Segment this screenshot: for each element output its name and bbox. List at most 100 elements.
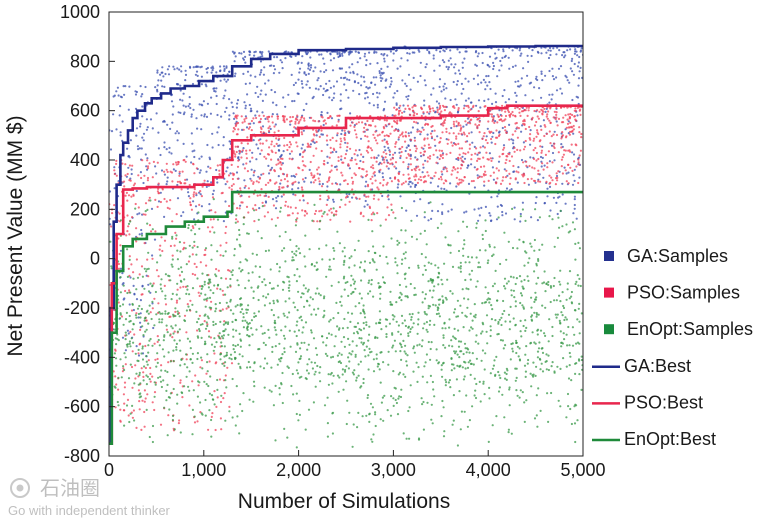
sample-point xyxy=(473,208,476,211)
sample-point xyxy=(178,68,181,71)
sample-point xyxy=(182,248,185,251)
sample-point xyxy=(505,187,509,190)
sample-point xyxy=(285,118,288,121)
sample-point xyxy=(314,209,318,213)
sample-point xyxy=(408,107,411,110)
sample-point xyxy=(147,251,150,254)
sample-point xyxy=(375,322,378,325)
sample-point xyxy=(184,178,187,181)
sample-point xyxy=(445,65,448,68)
sample-point xyxy=(252,117,255,120)
sample-point xyxy=(573,62,576,66)
sample-point xyxy=(520,294,524,297)
sample-point xyxy=(193,240,196,243)
sample-point xyxy=(339,137,342,140)
sample-point xyxy=(462,179,465,182)
sample-point xyxy=(329,218,332,221)
sample-point xyxy=(413,200,416,203)
sample-point xyxy=(194,205,198,208)
sample-point xyxy=(212,67,215,70)
sample-point xyxy=(455,157,458,161)
sample-point xyxy=(406,59,409,62)
sample-point xyxy=(368,86,371,89)
sample-point xyxy=(382,245,385,248)
sample-point xyxy=(372,172,375,175)
sample-point xyxy=(176,139,179,142)
sample-point xyxy=(363,270,366,273)
sample-point xyxy=(299,357,302,360)
sample-point xyxy=(181,170,184,173)
sample-point xyxy=(358,292,361,295)
sample-point xyxy=(519,389,522,392)
sample-point xyxy=(261,205,264,208)
sample-point xyxy=(534,298,538,301)
sample-point xyxy=(367,368,370,371)
sample-point xyxy=(520,335,523,338)
sample-point xyxy=(573,405,576,408)
sample-point xyxy=(151,257,154,260)
sample-point xyxy=(284,230,287,234)
sample-point xyxy=(545,115,548,118)
sample-point xyxy=(558,226,561,229)
sample-point xyxy=(347,294,350,297)
sample-point xyxy=(259,117,262,121)
sample-point xyxy=(555,299,558,302)
sample-point xyxy=(381,276,385,279)
sample-point xyxy=(442,299,445,302)
sample-point xyxy=(579,50,582,53)
sample-point xyxy=(225,106,228,109)
sample-point xyxy=(261,51,264,54)
sample-point xyxy=(231,105,234,109)
sample-point xyxy=(220,345,223,348)
sample-point xyxy=(511,142,515,145)
sample-point xyxy=(236,207,239,210)
sample-point xyxy=(331,355,335,358)
sample-point xyxy=(451,345,454,348)
sample-point xyxy=(401,79,404,82)
sample-point xyxy=(239,365,242,368)
sample-point xyxy=(127,414,130,417)
sample-point xyxy=(417,323,420,326)
sample-point xyxy=(428,107,431,111)
sample-point xyxy=(135,134,138,137)
sample-point xyxy=(319,219,322,222)
sample-point xyxy=(429,146,432,149)
sample-point xyxy=(444,378,447,381)
sample-point xyxy=(332,198,335,201)
sample-point xyxy=(449,57,452,60)
sample-point xyxy=(289,116,292,119)
sample-point xyxy=(463,211,466,214)
sample-point xyxy=(336,374,340,377)
sample-point xyxy=(375,357,378,360)
sample-point xyxy=(154,290,157,294)
sample-point xyxy=(286,173,289,176)
sample-point xyxy=(294,350,298,353)
sample-point xyxy=(360,153,363,156)
sample-point xyxy=(454,63,457,66)
sample-point xyxy=(363,193,366,196)
sample-point xyxy=(555,106,558,110)
sample-point xyxy=(429,181,432,184)
sample-point xyxy=(494,120,497,123)
sample-point xyxy=(298,399,301,402)
sample-point xyxy=(350,292,353,295)
sample-point xyxy=(370,278,373,282)
sample-point xyxy=(395,320,398,323)
sample-point xyxy=(487,259,490,262)
sample-point xyxy=(146,393,149,396)
sample-point xyxy=(229,277,232,281)
sample-point xyxy=(193,191,196,194)
sample-point xyxy=(375,353,378,356)
sample-point xyxy=(129,220,132,223)
sample-point xyxy=(282,193,285,196)
sample-point xyxy=(160,236,163,239)
sample-point xyxy=(404,180,407,183)
sample-point xyxy=(186,285,189,288)
sample-point xyxy=(424,312,427,315)
sample-point xyxy=(497,115,500,118)
sample-point xyxy=(441,301,445,304)
sample-point xyxy=(188,404,191,407)
sample-point xyxy=(180,188,183,191)
sample-point xyxy=(366,96,369,99)
sample-point xyxy=(500,323,503,327)
